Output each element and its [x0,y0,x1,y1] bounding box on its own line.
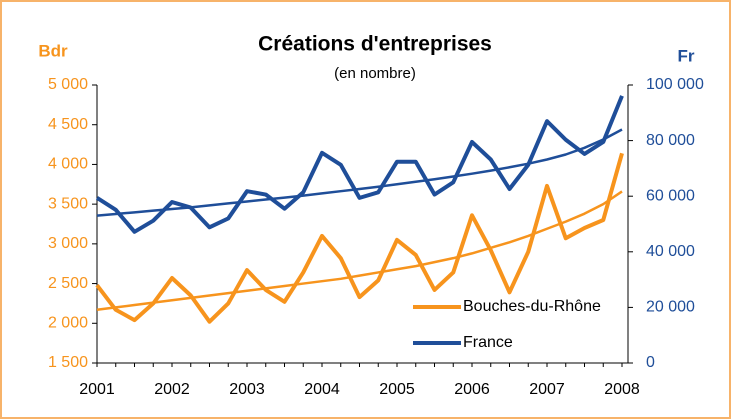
trend-line [96,128,623,217]
series-line [95,95,624,234]
x-tick-label: 2006 [454,381,490,398]
legend-label: France [463,334,513,351]
series-line [95,152,624,324]
x-tick-label: 2001 [79,381,115,398]
x-tick-label: 2003 [229,381,265,398]
y-tick-label: 3 000 [48,235,88,252]
y2-tick-label: 0 [646,354,655,371]
y-tick-label: 4 500 [48,116,88,133]
x-tick-label: 2005 [379,381,415,398]
y-tick-label: 5 000 [48,76,88,93]
y2-tick-label: 20 000 [646,299,695,316]
chart-title: Créations d'entreprises [258,33,492,56]
y-tick-label: 4 000 [48,156,88,173]
y2-axis-label: Fr [678,46,695,65]
y-tick-label: 2 000 [48,315,88,332]
y-axis-label: Bdr [38,41,68,60]
x-tick-label: 2002 [154,381,190,398]
x-tick-label: 2007 [529,381,565,398]
y2-tick-label: 80 000 [646,132,695,149]
y2-tick-label: 40 000 [646,243,695,260]
y-tick-label: 3 500 [48,195,88,212]
x-tick-label: 2008 [604,381,640,398]
y2-tick-label: 60 000 [646,187,695,204]
y-tick-label: 1 500 [48,354,88,371]
y-tick-label: 2 500 [48,275,88,292]
y2-tick-label: 100 000 [646,76,704,93]
legend-label: Bouches-du-Rhône [463,298,601,315]
chart-subtitle: (en nombre) [334,65,416,82]
x-tick-label: 2004 [304,381,340,398]
